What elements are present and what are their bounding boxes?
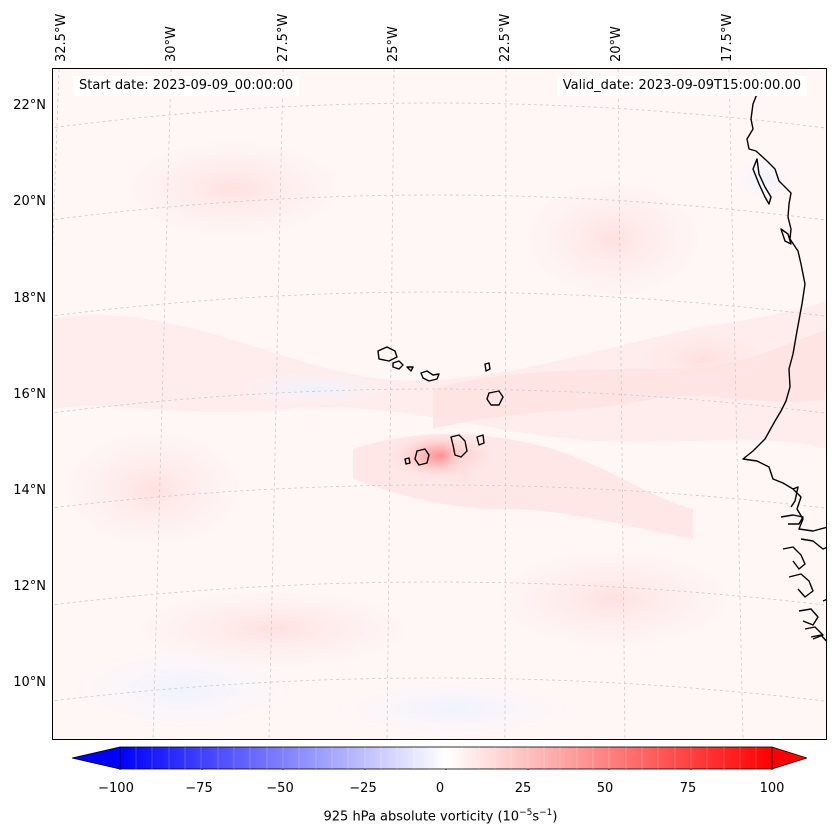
- african-coastline: [742, 88, 826, 532]
- lon-label-27-5w: 27.5°W: [276, 13, 291, 62]
- colorbar-tick-label: 100: [759, 781, 785, 796]
- colorbar-extend-low: [72, 746, 121, 770]
- lat-label-18n: 18°N: [13, 291, 46, 306]
- colorbar-tick-label: −100: [98, 781, 134, 796]
- colorbar-tick-label: 25: [514, 781, 532, 796]
- boa-vista-island: [486, 390, 504, 406]
- fogo-island: [414, 448, 430, 466]
- colorbar-tick-label: 75: [679, 781, 697, 796]
- colorbar-tick-label: −25: [349, 781, 377, 796]
- lat-label-12n: 12°N: [13, 579, 46, 594]
- vorticity-field: [53, 69, 826, 739]
- lon-label-30w: 30°W: [164, 26, 179, 62]
- colorbar-tick-label: 0: [435, 781, 445, 796]
- brava-island: [404, 457, 411, 465]
- colorbar-extend-high: [771, 746, 807, 770]
- santo-antao-island: [377, 346, 398, 362]
- lon-label-32-5w: 32.5°W: [54, 13, 69, 62]
- colorbar-ticks: [119, 769, 773, 770]
- valid-date-label: Valid_date: 2023-09-09T15:00:00.00: [556, 76, 807, 96]
- colorbar: [72, 746, 807, 770]
- lon-label-17-5w: 17.5°W: [720, 13, 735, 62]
- maio-island: [476, 434, 485, 446]
- map-canvas: [53, 69, 826, 739]
- sao-vicente-island: [392, 360, 404, 370]
- santiago-island: [450, 434, 468, 458]
- coastlines: [377, 88, 826, 642]
- lat-label-22n: 22°N: [13, 98, 46, 113]
- colorbar-bands: [135, 747, 757, 769]
- lat-label-16n: 16°N: [13, 387, 46, 402]
- santa-luzia-island: [406, 366, 414, 372]
- lat-label-14n: 14°N: [13, 483, 46, 498]
- colorbar-tick-label: −75: [185, 781, 213, 796]
- lon-label-25w: 25°W: [386, 26, 401, 62]
- colorbar-tick-label: 50: [596, 781, 614, 796]
- gridlines: [53, 69, 826, 739]
- sal-island: [484, 362, 491, 372]
- colorbar-tick-label: −50: [266, 781, 294, 796]
- colorbar-label: 925 hPa absolute vorticity (10−5s−1): [323, 808, 558, 825]
- start-date-label: Start date: 2023-09-09_00:00:00: [73, 76, 300, 96]
- lat-label-20n: 20°N: [13, 194, 46, 209]
- lon-label-22-5w: 22.5°W: [498, 13, 513, 62]
- lon-label-20w: 20°W: [609, 26, 624, 62]
- lat-label-10n: 10°N: [13, 675, 46, 690]
- map-panel[interactable]: [52, 68, 827, 740]
- sao-nicolau-island: [420, 370, 440, 382]
